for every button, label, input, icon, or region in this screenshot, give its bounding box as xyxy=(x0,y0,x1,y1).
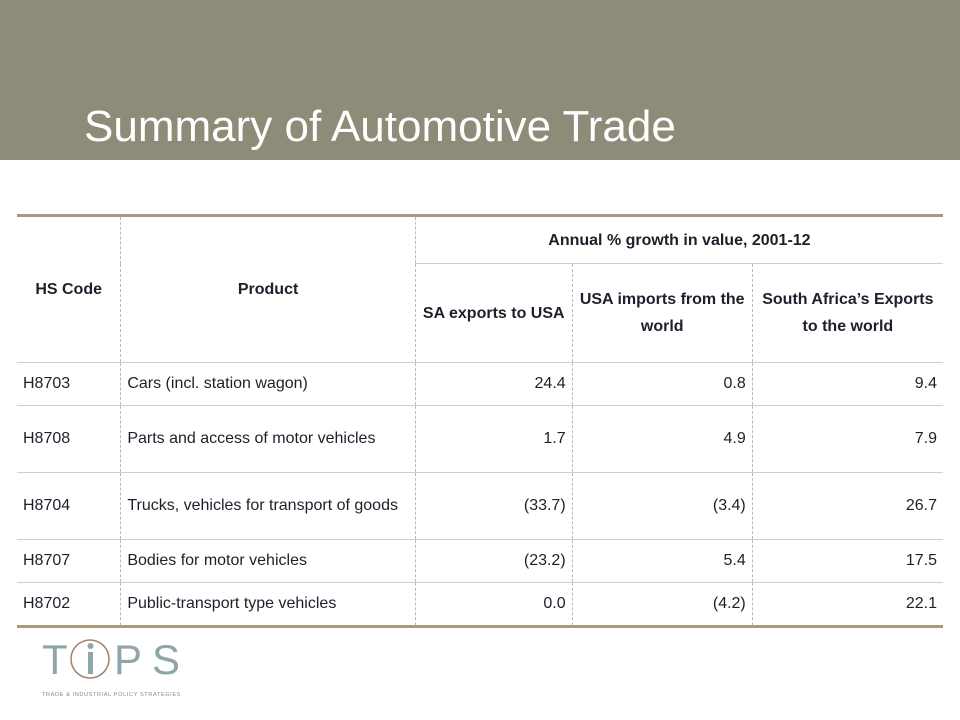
table-row: H8708 Parts and access of motor vehicles… xyxy=(17,405,943,473)
title-banner xyxy=(0,0,960,160)
logo-tagline: TRADE & INDUSTRIAL POLICY STRATEGIES xyxy=(42,692,181,698)
sa-exports-cell: 0.0 xyxy=(414,582,573,628)
logo-letter-p: P xyxy=(114,636,142,683)
header-product: Product xyxy=(120,214,416,363)
usa-imports-cell: (4.2) xyxy=(571,582,753,628)
hs-code-cell: H8707 xyxy=(17,539,121,583)
usa-imports-cell: 5.4 xyxy=(571,539,753,583)
hs-code-cell: H8702 xyxy=(17,582,121,628)
slide-title: Summary of Automotive Trade xyxy=(84,102,676,151)
za-exports-cell: 22.1 xyxy=(751,582,943,628)
header-sa-exports: SA exports to USA xyxy=(414,263,573,363)
logo-dot xyxy=(87,643,94,649)
hs-code-cell: H8708 xyxy=(17,405,121,473)
logo-letter-s: S xyxy=(152,636,180,683)
za-exports-cell: 26.7 xyxy=(751,472,943,540)
logo-letter-t: T xyxy=(42,636,68,683)
product-cell: Parts and access of motor vehicles xyxy=(120,405,416,473)
header-annual-growth: Annual % growth in value, 2001-12 xyxy=(414,214,943,264)
header-hs-code: HS Code xyxy=(17,214,121,363)
logo-circle xyxy=(70,639,110,679)
za-exports-cell: 9.4 xyxy=(751,362,943,406)
sa-exports-cell: 24.4 xyxy=(414,362,573,406)
za-exports-cell: 17.5 xyxy=(751,539,943,583)
header-za-exports: South Africa’s Exports to the world xyxy=(751,263,943,363)
table-row: H8702 Public-transport type vehicles 0.0… xyxy=(17,582,943,628)
hs-code-cell: H8704 xyxy=(17,472,121,540)
hs-code-cell: H8703 xyxy=(17,362,121,406)
product-cell: Cars (incl. station wagon) xyxy=(120,362,416,406)
sa-exports-cell: 1.7 xyxy=(414,405,573,473)
usa-imports-cell: (3.4) xyxy=(571,472,753,540)
za-exports-cell: 7.9 xyxy=(751,405,943,473)
product-cell: Public-transport type vehicles xyxy=(120,582,416,628)
sa-exports-cell: (23.2) xyxy=(414,539,573,583)
sa-exports-cell: (33.7) xyxy=(414,472,573,540)
table-row: H8707 Bodies for motor vehicles (23.2) 5… xyxy=(17,539,943,583)
logo-letter-i xyxy=(88,652,93,674)
trade-summary-table: HS Code Product Annual % growth in value… xyxy=(17,214,943,628)
usa-imports-cell: 0.8 xyxy=(571,362,753,406)
usa-imports-cell: 4.9 xyxy=(571,405,753,473)
header-usa-imports: USA imports from the world xyxy=(571,263,753,363)
table-row: H8704 Trucks, vehicles for transport of … xyxy=(17,472,943,540)
table-row: H8703 Cars (incl. station wagon) 24.4 0.… xyxy=(17,362,943,406)
product-cell: Bodies for motor vehicles xyxy=(120,539,416,583)
tips-logo: T P S TRADE & INDUSTRIAL POLICY STRATEGI… xyxy=(42,636,181,698)
product-cell: Trucks, vehicles for transport of goods xyxy=(120,472,416,540)
